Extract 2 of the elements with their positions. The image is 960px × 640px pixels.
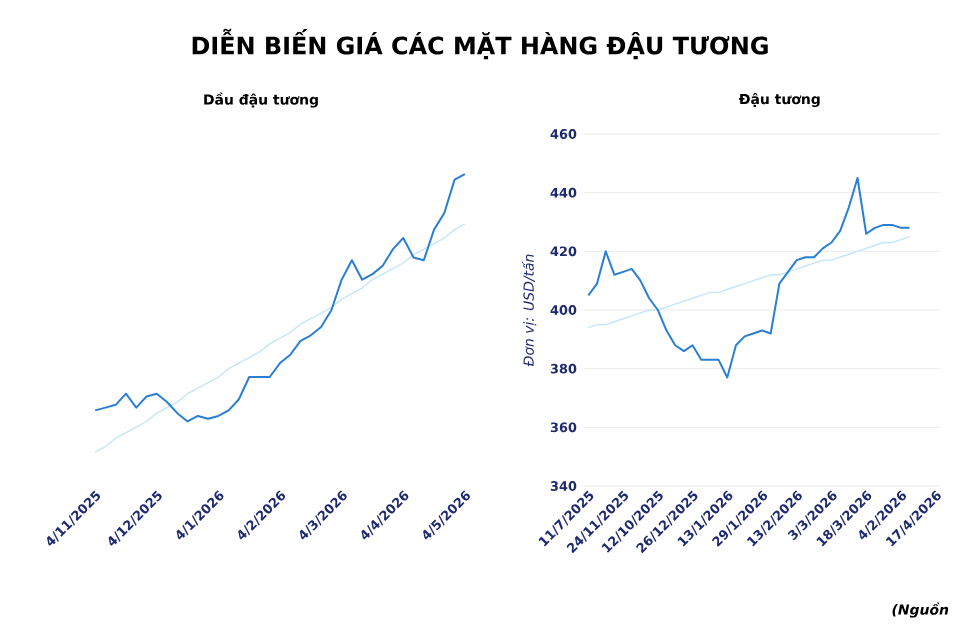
line-series <box>587 235 911 329</box>
chart-title: DIỄN BIẾN GIÁ CÁC MẶT HÀNG ĐẬU TƯƠNG <box>192 28 768 60</box>
